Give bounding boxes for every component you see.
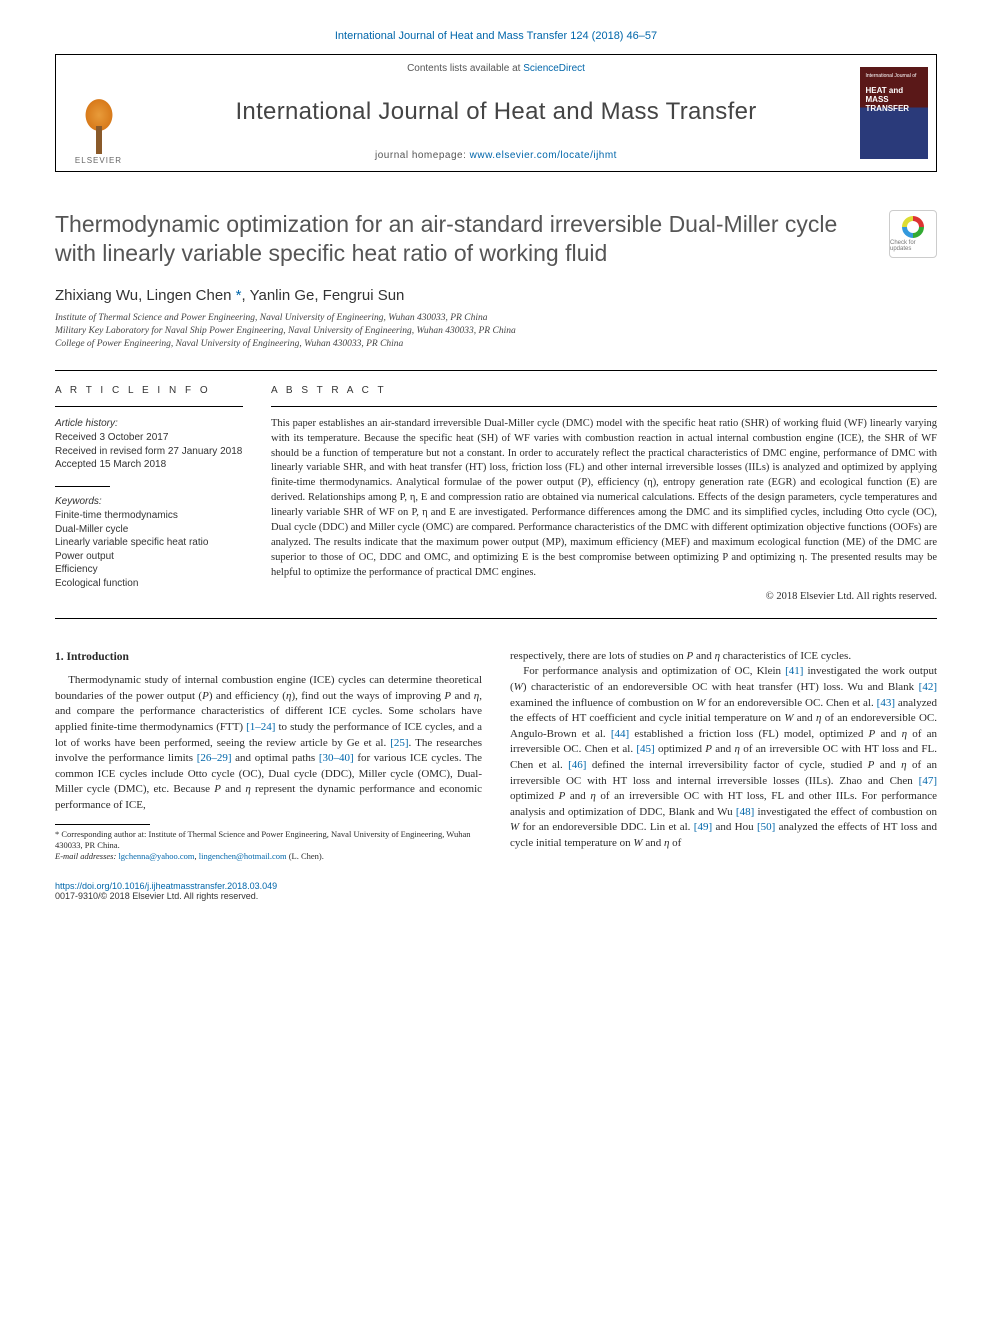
- history-line: Accepted 15 March 2018: [55, 458, 243, 472]
- abstract-copyright: © 2018 Elsevier Ltd. All rights reserved…: [271, 591, 937, 602]
- keyword: Linearly variable specific heat ratio: [55, 536, 243, 550]
- keyword: Dual-Miller cycle: [55, 523, 243, 537]
- corresponding-author-note: * Corresponding author at: Institute of …: [55, 829, 482, 852]
- divider-rule: [55, 618, 937, 619]
- author-email-link[interactable]: lingenchen@hotmail.com: [199, 851, 287, 861]
- meta-abstract-row: A R T I C L E I N F O Article history: R…: [55, 371, 937, 618]
- affiliation-line: College of Power Engineering, Naval Univ…: [55, 338, 937, 351]
- publisher-name: ELSEVIER: [75, 156, 122, 165]
- elsevier-logo: ELSEVIER: [66, 80, 131, 165]
- check-badge-label: Check for updates: [890, 240, 936, 252]
- header-center: Contents lists available at ScienceDirec…: [141, 55, 851, 171]
- contents-available-line: Contents lists available at ScienceDirec…: [407, 63, 585, 74]
- article-info-column: A R T I C L E I N F O Article history: R…: [55, 385, 243, 602]
- elsevier-tree-icon: [72, 94, 126, 154]
- keyword: Efficiency: [55, 563, 243, 577]
- meta-rule: [55, 406, 243, 407]
- doi-link[interactable]: https://doi.org/10.1016/j.ijheatmasstran…: [55, 881, 277, 891]
- authors-line: Zhixiang Wu, Lingen Chen *, Yanlin Ge, F…: [55, 287, 937, 304]
- article-history-block: Article history: Received 3 October 2017…: [55, 417, 243, 472]
- citation-line: International Journal of Heat and Mass T…: [55, 30, 937, 42]
- journal-name: International Journal of Heat and Mass T…: [235, 98, 756, 126]
- title-row: Thermodynamic optimization for an air-st…: [55, 210, 937, 269]
- paragraph: Thermodynamic study of internal combusti…: [55, 673, 482, 813]
- cover-title-text: HEAT and MASS TRANSFER: [866, 87, 928, 113]
- history-line: Received in revised form 27 January 2018: [55, 445, 243, 459]
- affiliations: Institute of Thermal Science and Power E…: [55, 312, 937, 352]
- keywords-label: Keywords:: [55, 495, 243, 509]
- cover-small-text: International Journal of: [866, 73, 917, 79]
- article-info-heading: A R T I C L E I N F O: [55, 385, 243, 396]
- footer-bar: https://doi.org/10.1016/j.ijheatmasstran…: [55, 881, 937, 901]
- crossmark-icon: [902, 216, 924, 238]
- body-two-column: 1. Introduction Thermodynamic study of i…: [55, 649, 937, 863]
- affiliation-line: Institute of Thermal Science and Power E…: [55, 312, 937, 325]
- paragraph: For performance analysis and optimizatio…: [510, 664, 937, 851]
- history-line: Received 3 October 2017: [55, 431, 243, 445]
- homepage-prefix: journal homepage:: [375, 150, 470, 161]
- check-for-updates-badge[interactable]: Check for updates: [889, 210, 937, 258]
- keyword: Power output: [55, 550, 243, 564]
- keyword: Ecological function: [55, 577, 243, 591]
- journal-header: ELSEVIER Contents lists available at Sci…: [55, 54, 937, 172]
- publisher-logo-cell: ELSEVIER: [56, 55, 141, 171]
- section-heading: 1. Introduction: [55, 649, 482, 665]
- abstract-column: A B S T R A C T This paper establishes a…: [271, 385, 937, 602]
- email-line: E-mail addresses: lgchenna@yahoo.com, li…: [55, 851, 482, 862]
- paragraph: respectively, there are lots of studies …: [510, 649, 937, 665]
- footnotes: * Corresponding author at: Institute of …: [55, 829, 482, 863]
- keyword: Finite-time thermodynamics: [55, 509, 243, 523]
- email-label: E-mail addresses:: [55, 851, 118, 861]
- email-suffix: (L. Chen).: [287, 851, 324, 861]
- abstract-rule: [271, 406, 937, 407]
- keywords-block: Keywords: Finite-time thermodynamics Dua…: [55, 495, 243, 591]
- history-label: Article history:: [55, 417, 243, 431]
- affiliation-line: Military Key Laboratory for Naval Ship P…: [55, 325, 937, 338]
- author-email-link[interactable]: lgchenna@yahoo.com: [118, 851, 194, 861]
- meta-short-rule: [55, 486, 110, 487]
- sciencedirect-link[interactable]: ScienceDirect: [523, 63, 585, 74]
- cover-thumbnail-cell: International Journal of HEAT and MASS T…: [851, 55, 936, 171]
- homepage-link[interactable]: www.elsevier.com/locate/ijhmt: [470, 150, 617, 161]
- abstract-text: This paper establishes an air-standard i…: [271, 417, 937, 581]
- article-title: Thermodynamic optimization for an air-st…: [55, 210, 869, 269]
- contents-prefix: Contents lists available at: [407, 63, 523, 74]
- footnote-rule: [55, 824, 150, 825]
- journal-cover-thumbnail: International Journal of HEAT and MASS T…: [860, 67, 928, 159]
- abstract-heading: A B S T R A C T: [271, 385, 937, 396]
- issn-copyright: 0017-9310/© 2018 Elsevier Ltd. All right…: [55, 891, 258, 901]
- homepage-line: journal homepage: www.elsevier.com/locat…: [375, 150, 617, 161]
